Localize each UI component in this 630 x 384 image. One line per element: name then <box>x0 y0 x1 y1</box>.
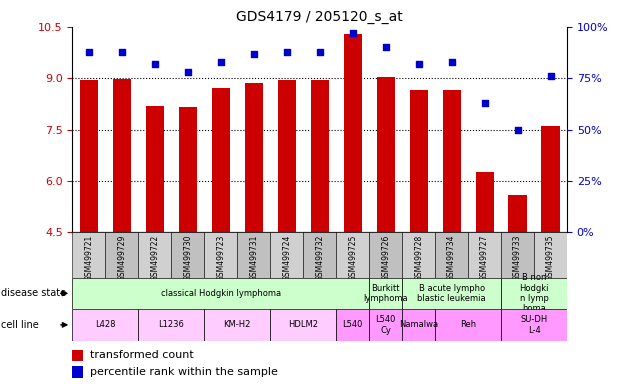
Text: B non
Hodgki
n lymp
homa: B non Hodgki n lymp homa <box>519 273 549 313</box>
Text: GSM499724: GSM499724 <box>282 235 291 281</box>
Point <box>282 48 292 55</box>
Bar <box>146 106 164 232</box>
Point <box>117 48 127 55</box>
Bar <box>80 80 98 232</box>
Text: Reh: Reh <box>460 320 476 329</box>
Text: GSM499729: GSM499729 <box>117 235 127 281</box>
Bar <box>410 90 428 232</box>
Bar <box>476 172 494 232</box>
Bar <box>336 309 369 341</box>
Point <box>413 61 423 67</box>
Point <box>183 69 193 75</box>
Text: Namalwa: Namalwa <box>399 320 438 329</box>
Point <box>84 48 94 55</box>
Bar <box>244 83 263 232</box>
Point <box>315 48 325 55</box>
Text: GSM499726: GSM499726 <box>381 235 390 281</box>
Text: classical Hodgkin lymphoma: classical Hodgkin lymphoma <box>161 289 281 298</box>
Bar <box>402 278 501 309</box>
Bar <box>541 126 559 232</box>
Bar <box>501 309 567 341</box>
Bar <box>270 232 303 278</box>
Bar <box>435 309 501 341</box>
Bar <box>72 366 83 377</box>
Bar <box>442 90 461 232</box>
Bar <box>212 88 230 232</box>
Text: GSM499730: GSM499730 <box>183 235 192 281</box>
Bar <box>501 278 567 309</box>
Text: GSM499727: GSM499727 <box>480 235 489 281</box>
Bar <box>113 79 131 232</box>
Text: GSM499725: GSM499725 <box>348 235 357 281</box>
Bar <box>72 350 83 361</box>
Bar <box>501 232 534 278</box>
Point <box>150 61 160 67</box>
Text: GSM499731: GSM499731 <box>249 235 258 281</box>
Text: cell line: cell line <box>1 320 39 330</box>
Bar <box>369 309 402 341</box>
Bar <box>105 232 139 278</box>
Text: L540: L540 <box>343 320 363 329</box>
Point <box>381 45 391 51</box>
Bar <box>238 232 270 278</box>
Text: B acute lympho
blastic leukemia: B acute lympho blastic leukemia <box>417 284 486 303</box>
Text: KM-H2: KM-H2 <box>224 320 251 329</box>
Point <box>348 30 358 36</box>
Bar <box>139 232 171 278</box>
Point <box>447 59 457 65</box>
Bar <box>72 232 105 278</box>
Bar <box>270 309 336 341</box>
Point <box>513 127 523 133</box>
Text: GSM499735: GSM499735 <box>546 235 555 281</box>
Bar <box>343 34 362 232</box>
Title: GDS4179 / 205120_s_at: GDS4179 / 205120_s_at <box>236 10 403 25</box>
Bar <box>468 232 501 278</box>
Point <box>479 100 490 106</box>
Bar <box>369 232 402 278</box>
Bar <box>171 232 204 278</box>
Bar <box>72 309 139 341</box>
Bar <box>369 278 402 309</box>
Text: GSM499723: GSM499723 <box>216 235 226 281</box>
Text: GSM499722: GSM499722 <box>151 235 159 281</box>
Text: Burkitt
lymphoma: Burkitt lymphoma <box>364 284 408 303</box>
Bar <box>402 309 435 341</box>
Bar <box>72 278 369 309</box>
Bar <box>336 232 369 278</box>
Text: L540
Cy: L540 Cy <box>375 315 396 334</box>
Bar <box>311 80 329 232</box>
Text: L1236: L1236 <box>158 320 185 329</box>
Text: GSM499734: GSM499734 <box>447 235 456 281</box>
Text: L428: L428 <box>95 320 116 329</box>
Text: transformed count: transformed count <box>89 351 193 361</box>
Bar <box>402 232 435 278</box>
Text: GSM499733: GSM499733 <box>513 235 522 281</box>
Text: percentile rank within the sample: percentile rank within the sample <box>89 367 278 377</box>
Point <box>215 59 226 65</box>
Text: disease state: disease state <box>1 288 66 298</box>
Bar <box>377 76 395 232</box>
Bar <box>204 309 270 341</box>
Bar <box>278 80 296 232</box>
Bar <box>508 195 527 232</box>
Bar <box>139 309 204 341</box>
Point <box>249 51 259 57</box>
Text: GSM499728: GSM499728 <box>414 235 423 281</box>
Bar <box>179 108 197 232</box>
Point <box>546 73 556 79</box>
Bar <box>303 232 336 278</box>
Bar <box>435 232 468 278</box>
Text: HDLM2: HDLM2 <box>289 320 318 329</box>
Text: SU-DH
L-4: SU-DH L-4 <box>520 315 547 334</box>
Text: GSM499732: GSM499732 <box>315 235 324 281</box>
Text: GSM499721: GSM499721 <box>84 235 93 281</box>
Bar <box>534 232 567 278</box>
Bar <box>204 232 238 278</box>
